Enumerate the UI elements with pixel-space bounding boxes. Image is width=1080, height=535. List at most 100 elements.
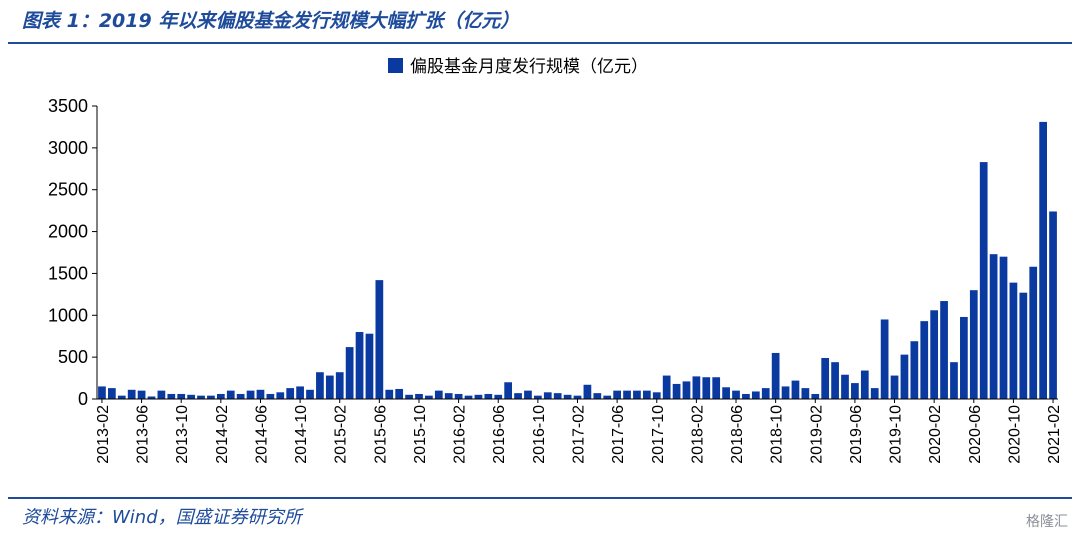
bar-2015-07 xyxy=(385,389,394,399)
bar-2019-10 xyxy=(890,375,899,399)
y-tick-label: 1500 xyxy=(48,263,88,283)
x-tick-label: 2018-10 xyxy=(769,405,786,464)
x-tick-label: 2014-06 xyxy=(253,405,270,464)
x-tick-label: 2013-10 xyxy=(174,405,191,464)
bar-2013-09 xyxy=(167,393,176,399)
bar-2020-09 xyxy=(999,256,1008,399)
bar-2014-12 xyxy=(316,372,324,399)
bar-2017-01 xyxy=(563,394,572,399)
x-tick-label: 2013-02 xyxy=(95,405,112,464)
bar-2017-11 xyxy=(662,375,671,399)
x-tick-label: 2013-06 xyxy=(135,405,152,464)
bar-2020-05 xyxy=(960,316,968,399)
bar-2014-08 xyxy=(276,392,285,399)
bar-2017-04 xyxy=(593,393,602,399)
footer-rule xyxy=(8,497,1072,499)
bar-2020-07 xyxy=(979,162,988,399)
bar-2013-04 xyxy=(117,395,126,399)
bar-2021-01 xyxy=(1039,121,1048,400)
bar-2014-06 xyxy=(256,389,265,399)
bar-2016-04 xyxy=(474,394,483,399)
bar-2016-09 xyxy=(524,390,532,399)
x-tick-label: 2016-06 xyxy=(491,405,508,464)
x-tick-label: 2020-02 xyxy=(927,405,944,464)
bar-2017-12 xyxy=(672,383,681,399)
bar-2017-08 xyxy=(633,390,641,399)
watermark: 格隆汇 xyxy=(1026,514,1068,530)
bar-2017-10 xyxy=(652,392,661,399)
bar-2018-09 xyxy=(761,388,770,399)
x-tick-label: 2019-10 xyxy=(888,405,905,464)
bar-2015-08 xyxy=(395,388,404,399)
bar-2015-09 xyxy=(405,394,413,399)
bar-2018-03 xyxy=(702,377,711,399)
x-tick-label: 2014-02 xyxy=(214,405,231,464)
bar-2020-02 xyxy=(930,310,939,399)
bar-2016-01 xyxy=(444,393,453,399)
bar-2019-05 xyxy=(841,374,849,399)
bar-2018-10 xyxy=(771,352,780,399)
bar-2018-11 xyxy=(781,386,790,399)
bar-2019-01 xyxy=(801,388,810,399)
x-tick-label: 2021-02 xyxy=(1046,405,1063,464)
bar-2014-11 xyxy=(306,389,314,399)
bar-2013-12 xyxy=(197,395,205,399)
bar-2017-02 xyxy=(573,395,582,399)
bar-2020-03 xyxy=(940,301,948,399)
legend-swatch xyxy=(388,58,403,73)
bar-2014-05 xyxy=(246,390,255,399)
bar-2013-10 xyxy=(177,393,186,399)
bar-2013-07 xyxy=(147,396,156,399)
bar-2014-01 xyxy=(207,395,215,399)
bar-2020-11 xyxy=(1019,292,1028,399)
bar-2017-03 xyxy=(583,384,592,399)
legend-label: 偏股基金月度发行规模（亿元） xyxy=(410,57,648,77)
bar-2016-06 xyxy=(494,394,503,399)
bar-2013-02 xyxy=(98,386,106,399)
bar-2013-06 xyxy=(137,390,146,399)
bar-2020-08 xyxy=(989,254,998,399)
bar-2020-04 xyxy=(950,362,958,399)
bar-2018-02 xyxy=(692,376,701,399)
bar-2016-12 xyxy=(553,393,562,399)
bar-2021-02 xyxy=(1049,211,1057,399)
figure-title: 图表 1：2019 年以来偏股基金发行规模大幅扩张（亿元） xyxy=(22,10,520,32)
bar-2016-02 xyxy=(454,393,463,399)
bar-2016-10 xyxy=(534,395,542,399)
bar-2015-10 xyxy=(415,393,423,399)
x-tick-label: 2016-02 xyxy=(452,405,469,464)
bar-2019-12 xyxy=(910,341,919,399)
bar-2019-11 xyxy=(900,354,909,399)
bar-2019-06 xyxy=(851,383,859,399)
bar-2013-03 xyxy=(107,388,116,399)
bar-2017-09 xyxy=(642,390,651,399)
bar-2015-06 xyxy=(375,280,384,399)
bar-2015-05 xyxy=(365,333,374,399)
bar-2018-12 xyxy=(791,380,800,399)
source-note: 资料来源：Wind，国盛证券研究所 xyxy=(22,507,302,528)
x-tick-label: 2019-02 xyxy=(808,405,825,464)
x-tick-label: 2019-06 xyxy=(848,405,865,464)
bar-2014-02 xyxy=(216,393,225,399)
bar-2016-08 xyxy=(514,393,522,399)
bar-2019-08 xyxy=(870,388,879,399)
bar-2020-10 xyxy=(1009,282,1018,399)
bar-2019-03 xyxy=(821,357,830,399)
bar-2016-11 xyxy=(543,392,552,399)
y-tick-label: 3000 xyxy=(48,138,88,158)
bar-2020-01 xyxy=(920,321,929,399)
x-tick-label: 2014-10 xyxy=(293,405,310,464)
bar-2015-01 xyxy=(325,375,334,399)
bar-2019-07 xyxy=(860,370,869,399)
x-tick-label: 2015-06 xyxy=(372,405,389,464)
bar-2016-03 xyxy=(464,395,473,399)
x-tick-label: 2016-10 xyxy=(531,405,548,464)
bar-2013-08 xyxy=(157,390,166,399)
bar-2017-06 xyxy=(613,390,621,399)
bar-2016-07 xyxy=(504,382,513,399)
bar-2014-09 xyxy=(286,388,295,399)
bar-2018-01 xyxy=(682,381,691,399)
x-tick-label: 2017-10 xyxy=(650,405,667,464)
y-tick-label: 3500 xyxy=(48,96,88,116)
bar-2018-06 xyxy=(732,390,740,399)
